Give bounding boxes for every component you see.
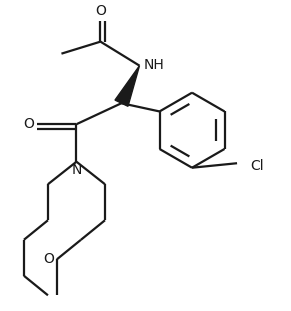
Text: O: O xyxy=(43,252,54,266)
Text: O: O xyxy=(24,117,34,131)
Text: Cl: Cl xyxy=(251,159,264,173)
Polygon shape xyxy=(115,66,139,106)
Text: O: O xyxy=(95,4,106,18)
Text: NH: NH xyxy=(144,58,165,72)
Text: N: N xyxy=(71,163,82,177)
